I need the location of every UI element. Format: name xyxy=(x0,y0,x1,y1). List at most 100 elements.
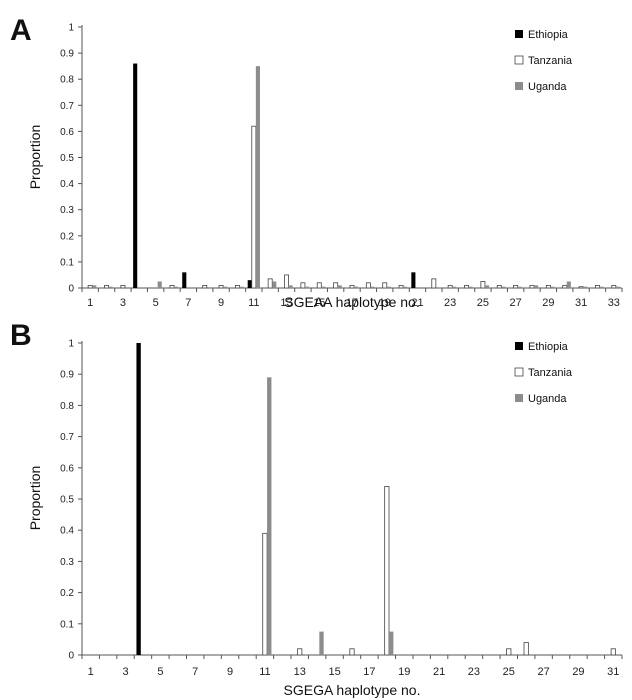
x-tick-label: 31 xyxy=(607,666,619,678)
y-tick-label: 0.3 xyxy=(60,205,74,216)
bar-uganda-1 xyxy=(92,285,97,288)
bar-tanzania-30 xyxy=(562,284,568,289)
y-tick-label: 0.3 xyxy=(60,557,74,568)
x-tick-label: 11 xyxy=(248,297,259,309)
y-tick-label: 0.6 xyxy=(60,127,74,138)
x-tick-label: 25 xyxy=(503,666,515,678)
bar-tanzania-11 xyxy=(262,532,268,656)
x-tick-label: 5 xyxy=(153,297,159,309)
bar-uganda-17 xyxy=(354,286,359,288)
x-tick-label: 25 xyxy=(477,297,489,309)
bar-uganda-2 xyxy=(108,286,113,288)
bar-uganda-28 xyxy=(534,285,539,288)
y-tick-label: 0.5 xyxy=(60,495,74,506)
bar-uganda-25 xyxy=(484,285,490,288)
bar-tanzania-16 xyxy=(333,282,339,289)
bar-tanzania-19 xyxy=(382,282,388,289)
bar-ethiopia-4 xyxy=(136,343,141,655)
bar-uganda-11 xyxy=(267,377,272,655)
bar-tanzania-25 xyxy=(506,648,512,656)
bar-uganda-19 xyxy=(386,286,391,288)
bar-uganda-32 xyxy=(599,286,604,288)
bar-tanzania-3 xyxy=(120,284,126,289)
bar-tanzania-27 xyxy=(513,284,519,289)
y-tick-label: 0.1 xyxy=(60,257,74,268)
y-tick-label: 0.7 xyxy=(60,101,74,112)
x-tick-label: 13 xyxy=(294,666,306,678)
bar-tanzania-12 xyxy=(267,278,273,289)
bar-tanzania-29 xyxy=(545,284,551,289)
x-tick-label: 13 xyxy=(280,297,292,309)
bar-uganda-15 xyxy=(321,286,326,288)
x-tick-label: 31 xyxy=(575,297,587,309)
panel-letter-a: A xyxy=(10,14,32,47)
bar-tanzania-1 xyxy=(87,284,93,289)
bar-uganda-24 xyxy=(468,286,473,288)
x-tick-label: 9 xyxy=(227,666,233,678)
legend-swatch-ethiopia xyxy=(515,342,523,350)
bar-uganda-10 xyxy=(239,286,244,288)
bar-tanzania-17 xyxy=(349,284,355,289)
y-tick-label: 0 xyxy=(68,284,74,295)
bar-tanzania-28 xyxy=(529,284,535,289)
bar-tanzania-8 xyxy=(202,284,208,289)
x-tick-label: 23 xyxy=(444,297,456,309)
y-tick-label: 0.4 xyxy=(60,526,74,537)
x-tick-label: 29 xyxy=(542,297,554,309)
x-tick-label: 11 xyxy=(259,666,270,678)
x-tick-label: 19 xyxy=(379,297,391,309)
y-axis-title: Proportion xyxy=(27,125,43,190)
legend-swatch-ethiopia xyxy=(515,30,523,38)
y-tick-label: 0.9 xyxy=(60,370,74,381)
bar-uganda-11 xyxy=(255,66,260,289)
bar-uganda-20 xyxy=(403,286,408,288)
bar-uganda-13 xyxy=(288,285,293,288)
bar-tanzania-32 xyxy=(595,284,600,289)
bar-uganda-30 xyxy=(566,281,571,288)
bar-tanzania-26 xyxy=(496,284,502,289)
bar-tanzania-22 xyxy=(431,278,437,289)
bar-tanzania-9 xyxy=(218,284,224,289)
x-axis-title: SGEAA haplotype no. xyxy=(284,294,419,310)
y-tick-label: 0.2 xyxy=(60,231,74,242)
y-tick-label: 0.8 xyxy=(60,75,74,86)
bar-tanzania-24 xyxy=(464,284,469,289)
legend-label-ethiopia: Ethiopia xyxy=(528,29,569,41)
x-tick-label: 27 xyxy=(510,297,522,309)
bar-tanzania-14 xyxy=(300,282,306,289)
bar-uganda-23 xyxy=(452,286,457,288)
bar-uganda-29 xyxy=(550,286,555,288)
bar-tanzania-20 xyxy=(398,284,404,289)
y-axis-title: Proportion xyxy=(27,466,43,531)
y-tick-label: 0.1 xyxy=(60,619,74,630)
bar-uganda-31 xyxy=(583,286,588,288)
x-tick-label: 3 xyxy=(120,297,126,309)
legend-swatch-uganda xyxy=(515,82,523,90)
bar-uganda-12 xyxy=(272,281,277,288)
bar-uganda-27 xyxy=(517,286,522,288)
bar-uganda-18 xyxy=(370,286,375,288)
x-tick-label: 15 xyxy=(328,666,340,678)
x-tick-label: 21 xyxy=(411,297,423,309)
bar-uganda-5 xyxy=(157,281,162,288)
x-tick-label: 15 xyxy=(313,297,325,309)
x-tick-label: 1 xyxy=(87,297,93,309)
bar-tanzania-2 xyxy=(104,284,109,289)
y-tick-label: 0.5 xyxy=(60,153,74,164)
bar-uganda-6 xyxy=(174,286,179,288)
bar-tanzania-15 xyxy=(316,282,322,289)
x-tick-label: 9 xyxy=(218,297,224,309)
y-tick-label: 0.7 xyxy=(60,432,74,443)
bar-tanzania-31 xyxy=(578,286,584,289)
bar-tanzania-33 xyxy=(611,284,617,289)
bar-tanzania-23 xyxy=(447,284,453,289)
x-tick-label: 3 xyxy=(122,666,128,678)
legend-label-tanzania: Tanzania xyxy=(528,55,573,67)
y-tick-label: 0.8 xyxy=(60,401,74,412)
bar-tanzania-6 xyxy=(169,284,175,289)
bar-uganda-16 xyxy=(337,285,342,288)
bar-tanzania-18 xyxy=(365,282,371,289)
bar-uganda-26 xyxy=(501,286,506,288)
y-tick-label: 0.9 xyxy=(60,49,74,60)
